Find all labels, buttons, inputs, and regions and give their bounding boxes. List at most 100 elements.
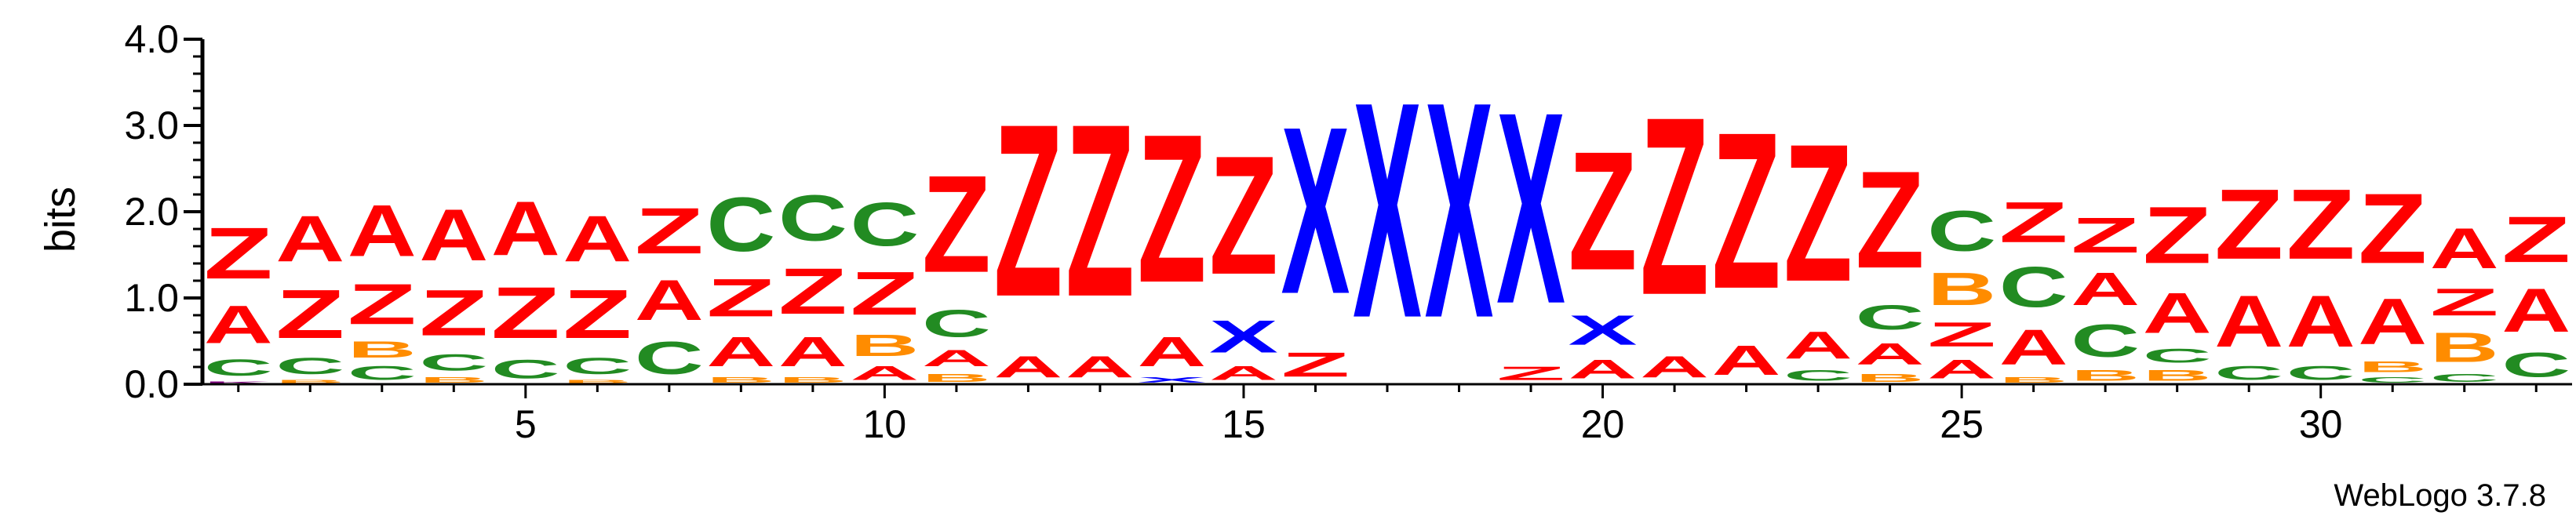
logo-glyph-x: X (1496, 55, 1565, 361)
logo-glyph-a: A (419, 194, 488, 276)
logo-glyph-c: C (850, 190, 919, 259)
logo-glyph-z: Z (1569, 116, 1638, 305)
logo-glyph-b: B (563, 379, 632, 384)
chart-axes: 0.0 1.0 2.0 3.0 4.0 5 10 15 20 25 30 bits (37, 17, 2572, 446)
logo-glyph-c: C (2358, 376, 2427, 384)
x-tick-label: 30 (2299, 402, 2343, 446)
x-tick-label: 20 (1581, 402, 1625, 446)
x-tick-label: 15 (1222, 402, 1266, 446)
logo-glyph-b: B (2358, 358, 2427, 376)
logo-glyph-z: Z (1712, 85, 1781, 335)
logo-glyph-z: Z (2501, 203, 2571, 276)
logo-glyph-z: Z (1209, 121, 1278, 310)
logo-glyph-z: Z (1640, 65, 1709, 349)
logo-glyph-a: A (275, 203, 344, 276)
logo-glyph-c: C (922, 302, 991, 345)
logo-glyph-a: A (1640, 350, 1709, 384)
logo-glyph-a: A (922, 345, 991, 371)
logo-glyph-b: B (2071, 367, 2140, 384)
logo-glyph-b: B (1856, 372, 1925, 384)
logo-glyph-z: Z (1066, 73, 1135, 348)
y-axis-label: bits (37, 187, 84, 252)
logo-glyph-a: A (563, 203, 632, 276)
logo-glyph-z: Z (1784, 104, 1853, 323)
logo-glyph-a: A (778, 328, 847, 375)
logo-glyph-a: A (706, 328, 775, 375)
logo-glyph-c: C (2286, 362, 2356, 383)
logo-glyph-a: A (491, 186, 560, 271)
logo-glyph-k: K (204, 381, 273, 384)
logo-glyph-c: C (2143, 345, 2212, 366)
logo-glyph-c: C (2430, 372, 2499, 384)
logo-glyph-z: Z (1496, 362, 1565, 383)
logo-glyph-c: C (1856, 298, 1925, 336)
logo-glyph-x: X (1281, 77, 1350, 343)
logo-glyph-b: B (1999, 376, 2068, 384)
logo-glyph-z: Z (2430, 281, 2499, 324)
logo-glyph-a: A (1569, 354, 1638, 383)
logo-glyph-b: B (2430, 324, 2499, 371)
logo-glyph-a: A (1066, 350, 1135, 384)
logo-glyph-z: Z (2358, 173, 2427, 285)
logo-glyph-c: C (1927, 199, 1996, 263)
logo-glyph-b: B (275, 379, 344, 384)
logo-glyph-a: A (1138, 328, 1207, 375)
logo-glyph-z: Z (778, 255, 847, 328)
logo-glyph-z: Z (2143, 190, 2212, 280)
logo-glyph-b: B (850, 329, 919, 363)
logo-glyph-a: A (2286, 281, 2356, 362)
y-tick-label: 2.0 (124, 190, 179, 234)
logo-glyph-c: C (419, 350, 488, 376)
logo-glyph-a: A (1712, 336, 1781, 383)
logo-glyph-a: A (2071, 263, 2140, 315)
logo-glyph-c: C (706, 182, 775, 267)
logo-glyph-z: Z (563, 276, 632, 353)
logo-glyph-z: Z (1138, 89, 1207, 326)
x-tick-label: 25 (1940, 402, 1984, 446)
logo-glyph-x: X (1569, 307, 1638, 354)
logo-glyph-a: A (993, 350, 1062, 384)
logo-glyph-x: X (1425, 39, 1494, 383)
logo-glyph-b: B (1927, 263, 1996, 315)
logo-glyph-c: C (275, 353, 344, 379)
logo-glyph-a: A (2143, 281, 2212, 345)
logo-glyph-a: A (2214, 281, 2283, 362)
logo-glyph-a: A (850, 362, 919, 383)
logo-glyph-z: Z (850, 259, 919, 328)
logo-glyph-x: X (1209, 311, 1278, 362)
logo-glyph-a: A (2430, 216, 2499, 281)
logo-glyph-z: Z (1281, 345, 1350, 383)
logo-glyph-z: Z (204, 212, 273, 294)
logo-glyph-a: A (2501, 276, 2571, 345)
logo-glyph-c: C (563, 353, 632, 379)
logo-glyph-c: C (2214, 362, 2283, 383)
x-tick-label: 5 (515, 402, 537, 446)
logo-glyph-c: C (1999, 255, 2068, 319)
y-tick-label: 0.0 (124, 362, 179, 406)
logo-glyph-a: A (1784, 324, 1853, 367)
logo-glyph-z: Z (491, 271, 560, 354)
logo-glyph-z: Z (2071, 207, 2140, 263)
y-tick-label: 3.0 (124, 104, 179, 147)
logo-glyph-z: Z (1999, 191, 2068, 255)
logo-glyph-b: B (706, 376, 775, 384)
logo-glyph-z: Z (1927, 315, 1996, 354)
logo-glyph-z: Z (275, 276, 344, 353)
logo-glyph-b: B (2143, 367, 2212, 384)
logo-glyph-z: Z (2286, 168, 2356, 280)
logo-glyph-x: X (1138, 376, 1207, 384)
logo-glyph-z: Z (922, 147, 991, 302)
logo-glyph-c: C (1784, 367, 1853, 384)
logo-glyph-a: A (204, 295, 273, 355)
logo-glyph-a: A (1927, 354, 1996, 383)
logo-glyph-z: Z (2214, 168, 2283, 280)
logo-glyph-c: C (2071, 315, 2140, 367)
logo-glyph-a: A (2358, 285, 2427, 358)
logo-glyph-c: C (778, 182, 847, 255)
logo-glyph-a: A (635, 268, 704, 332)
x-axis-ticks: 5 10 15 20 25 30 (237, 384, 2538, 446)
logo-glyph-a: A (1856, 337, 1925, 372)
logo-glyph-z: Z (635, 194, 704, 267)
y-tick-label: 4.0 (124, 17, 179, 61)
